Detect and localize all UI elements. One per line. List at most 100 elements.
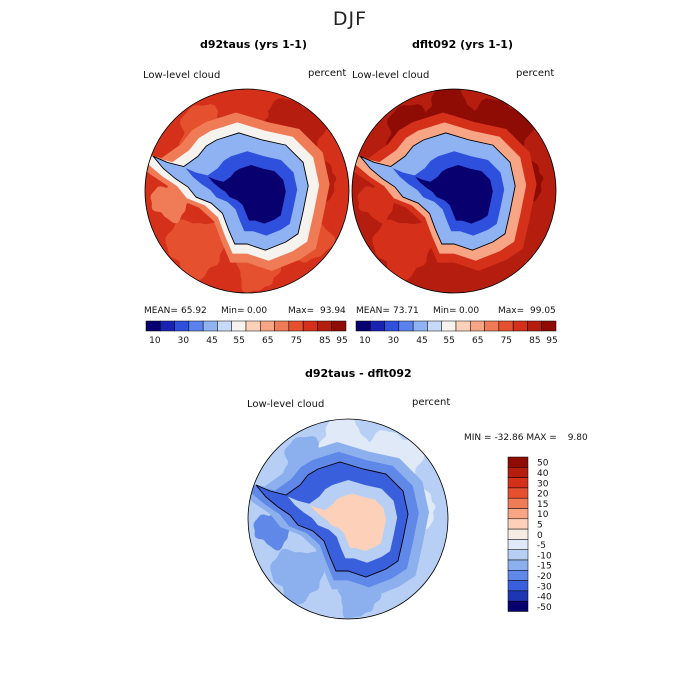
panel1-field <box>145 89 349 293</box>
panel2-colorbar-tick: 30 <box>388 336 400 346</box>
panel2-colorbar-tick: 65 <box>472 336 483 346</box>
panel3-units-label: percent <box>412 397 451 408</box>
panel1-colorbar-swatch <box>217 320 232 332</box>
panel2-max-label: Max= <box>498 306 525 316</box>
panel3-colorbar-swatch <box>507 477 529 489</box>
panel2-colorbar-swatch <box>427 320 442 332</box>
panel3-interior <box>310 493 386 551</box>
panel2-max-value: 99.05 <box>530 306 556 316</box>
panel3-colorbar-tick: 15 <box>537 500 548 510</box>
panel2-variable-label: Low-level cloud <box>352 70 430 81</box>
panel3-colorbar-tick: 40 <box>537 469 549 479</box>
panel1-colorbar-swatch <box>160 320 175 332</box>
panel3-colorbar-swatch <box>507 590 529 602</box>
panel3-variable-label: Low-level cloud <box>247 399 325 410</box>
panel1-colorbar-tick: 65 <box>262 336 273 346</box>
panel1-colorbar-tick: 30 <box>178 336 190 346</box>
panel2-colorbar-tick: 45 <box>416 336 427 346</box>
panel3-colorbar-tick: -30 <box>537 582 552 592</box>
panel1-colorbar-swatch <box>145 320 161 332</box>
panel3-colorbar-tick: 0 <box>537 531 543 541</box>
panel2-min-value: 0.00 <box>459 306 480 316</box>
panel2-interior <box>415 165 493 224</box>
panel3-colorbar-tick: -15 <box>537 562 552 572</box>
panel2-colorbar-tick: 55 <box>443 336 454 346</box>
panel1-colorbar-swatch <box>288 320 304 332</box>
panel3-min-value: -32.86 <box>494 433 524 443</box>
panel3-colorbar-swatch <box>507 549 529 561</box>
panel3-colorbar-tick: 50 <box>537 459 549 469</box>
panel2-colorbar-swatch <box>398 320 414 332</box>
panel3-colorbar-swatch <box>507 487 529 499</box>
panel1-colorbar-swatch <box>245 320 261 332</box>
panel2-colorbar-swatch <box>527 320 542 332</box>
panel1-colorbar-swatch <box>317 320 332 332</box>
panel3-colorbar-tick: 10 <box>537 510 549 520</box>
panel3-title: d92taus - dflt092 <box>305 367 412 380</box>
panel2-ocean-patch <box>372 219 432 281</box>
panel1-title: d92taus (yrs 1-1) <box>200 38 307 51</box>
panel2-mean-value: 73.71 <box>393 306 419 316</box>
panel2-colorbar-swatch <box>484 320 500 332</box>
panel3-colorbar-tick: -40 <box>537 593 552 603</box>
panel3-colorbar-swatch <box>507 456 529 468</box>
panel2-colorbar-swatch <box>370 320 385 332</box>
panel3-colorbar-tick: 5 <box>537 521 543 531</box>
panel3-colorbar-swatch <box>507 528 529 540</box>
panel3-colorbar-swatch <box>507 518 529 530</box>
panel1-units-label: percent <box>308 68 347 79</box>
panel1-mean-label: MEAN= <box>144 306 178 316</box>
panel3-colorbar-swatch <box>507 467 529 478</box>
panel2-colorbar: 10 30 45 55 65 75 85 95 <box>355 320 558 346</box>
panel2-polar-map <box>351 88 557 294</box>
panel2-colorbar-tick: 85 <box>529 336 540 346</box>
panel3-colorbar-tick: -5 <box>537 541 546 551</box>
panel3-colorbar-swatch <box>507 539 529 550</box>
panel1-max-value: 93.94 <box>320 306 346 316</box>
panel1-colorbar-swatch <box>188 320 204 332</box>
panel1-variable-label: Low-level cloud <box>143 70 221 81</box>
panel2-colorbar-tick: 10 <box>359 336 371 346</box>
panel1-colorbar-swatch <box>331 320 347 332</box>
panel3-colorbar-swatch <box>507 600 529 612</box>
panel2-colorbar-swatch <box>541 320 557 332</box>
panel3-colorbar-swatch <box>507 508 529 520</box>
panel1-colorbar-swatch <box>260 320 275 332</box>
panel1-ocean-patch <box>165 219 225 281</box>
panel2-title: dflt092 (yrs 1-1) <box>412 38 513 51</box>
panel1-colorbar-swatch <box>231 320 247 332</box>
panel3-colorbar-tick: -10 <box>537 551 552 561</box>
panel3-map-border <box>247 418 449 620</box>
panel2-colorbar-swatch <box>498 320 514 332</box>
panel1-interior <box>208 165 286 224</box>
panel2-coastline <box>359 132 516 251</box>
panel1-mean-value: 65.92 <box>181 306 207 316</box>
panel1-colorbar-swatch <box>174 320 190 332</box>
panel1-polar-map <box>144 88 350 294</box>
panel3-polar-map <box>247 418 449 620</box>
panel2-colorbar-swatch <box>412 320 428 332</box>
panel1-min-label: Min= <box>221 306 245 316</box>
panel2-min-label: Min= <box>433 306 457 316</box>
panel1-colorbar-swatch <box>302 320 318 332</box>
panel3-colorbar-tick: -20 <box>537 572 552 582</box>
panel2-units-label: percent <box>516 68 555 79</box>
panel2-colorbar-swatch <box>512 320 528 332</box>
panel3-colorbar-swatch <box>507 497 529 509</box>
panel3-min-label: MIN = <box>464 433 492 443</box>
panel2-map-border <box>351 88 557 294</box>
panel2-colorbar-swatch <box>355 320 371 332</box>
panel3-colorbar-tick: 30 <box>537 479 549 489</box>
panel1-colorbar-tick: 85 <box>319 336 330 346</box>
panel1-max-label: Max= <box>288 306 315 316</box>
panel2-field <box>352 89 556 293</box>
panel3-coastline <box>255 461 409 578</box>
panel3-max-label: MAX = <box>526 433 557 443</box>
panel1-colorbar-tick: 45 <box>206 336 217 346</box>
panel2-mean-label: MEAN= <box>356 306 390 316</box>
panel3-ocean-patch <box>270 548 325 605</box>
panel2-colorbar-swatch <box>441 320 457 332</box>
figure-suptitle: DJF <box>332 8 368 30</box>
panel2-colorbar-swatch <box>470 320 485 332</box>
